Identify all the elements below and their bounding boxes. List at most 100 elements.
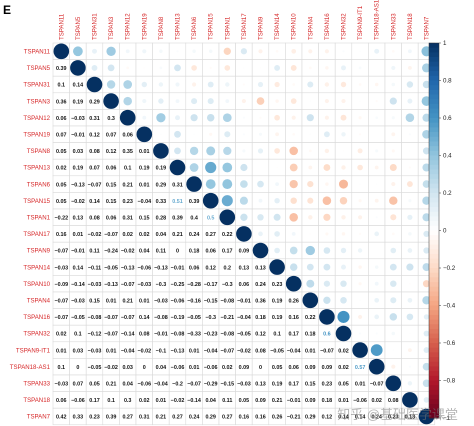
corr-value-TSPAN14-TSPAN8: −0.13 bbox=[154, 265, 168, 271]
corr-circle-TSPAN3-TSPAN18-AS1 bbox=[375, 99, 378, 103]
corr-circle-TSPAN15-TSPAN9 bbox=[258, 198, 263, 203]
corr-circle-TSPAN8-TSPAN8 bbox=[153, 143, 169, 159]
legend-gradient-segment bbox=[429, 399, 439, 405]
corr-circle-TSPAN10-TSPAN33 bbox=[390, 280, 397, 287]
corr-circle-TSPAN15-TSPAN32 bbox=[339, 196, 348, 205]
corr-circle-TSPAN1-TSPAN18 bbox=[407, 214, 413, 220]
corr-circle-TSPAN11-TSPAN32 bbox=[342, 50, 345, 53]
corr-circle-TSPAN31-TSPAN10 bbox=[292, 83, 296, 86]
legend-gradient-segment bbox=[429, 408, 439, 414]
corr-value-TSPAN32-TSPAN10: 0.17 bbox=[288, 332, 299, 338]
corr-value-TSPAN18-TSPAN9: 0.09 bbox=[255, 398, 266, 404]
corr-circle-TSPAN19-TSPAN18-AS1 bbox=[376, 133, 378, 135]
legend-gradient-segment bbox=[429, 343, 439, 349]
corr-circle-TSPAN3-TSPAN16 bbox=[324, 99, 329, 104]
corr-circle-TSPAN13-TSPAN15 bbox=[205, 161, 217, 174]
corr-circle-TSPAN6-TSPAN10 bbox=[289, 179, 298, 189]
corr-value-TSPAN10-TSPAN17: 0.06 bbox=[239, 282, 250, 288]
corr-circle-TSPAN5-TSPAN32 bbox=[341, 65, 346, 71]
corr-circle-TSPAN9-IT1-TSPAN7 bbox=[423, 347, 430, 354]
corr-value-TSPAN18-TSPAN15: 0.04 bbox=[205, 398, 216, 404]
corr-value-TSPAN33-TSPAN32: 0.05 bbox=[338, 382, 349, 388]
corr-value-TSPAN10-TSPAN31: −0.03 bbox=[88, 282, 102, 288]
corr-circle-TSPAN12-TSPAN8 bbox=[156, 113, 166, 123]
corr-circle-TSPAN16-TSPAN18-AS1 bbox=[374, 314, 380, 320]
corr-value-TSPAN7-TSPAN14: 0.26 bbox=[272, 415, 283, 421]
corr-circle-TSPAN10-TSPAN9-IT1 bbox=[358, 282, 362, 286]
corr-circle-TSPAN3-TSPAN18 bbox=[407, 98, 413, 104]
corr-value-TSPAN7-TSPAN16: 0.12 bbox=[322, 415, 333, 421]
corr-value-TSPAN18-TSPAN13: −0.02 bbox=[171, 398, 185, 404]
corr-value-TSPAN18-AS1-TSPAN14: 0.05 bbox=[272, 365, 283, 371]
legend-gradient-segment bbox=[429, 71, 439, 77]
corr-value-TSPAN10-TSPAN9: 0.24 bbox=[255, 282, 266, 288]
corr-value-TSPAN10-TSPAN1: −0.3 bbox=[222, 282, 233, 288]
row-label-TSPAN1: TSPAN1 bbox=[27, 215, 51, 222]
corr-circle-TSPAN19-TSPAN6 bbox=[193, 133, 195, 136]
row-label-TSPAN31: TSPAN31 bbox=[23, 82, 50, 89]
col-label-TSPAN19: TSPAN19 bbox=[141, 13, 148, 40]
corr-circle-TSPAN16-TSPAN18 bbox=[406, 313, 414, 321]
corr-circle-TSPAN32-TSPAN18-AS1 bbox=[375, 332, 378, 335]
corr-circle-TSPAN11-TSPAN1 bbox=[223, 47, 231, 55]
corr-value-TSPAN14-TSPAN15: 0.12 bbox=[205, 265, 216, 271]
col-label-TSPAN31: TSPAN31 bbox=[92, 13, 99, 40]
corr-circle-TSPAN19-TSPAN10 bbox=[292, 132, 296, 136]
legend-gradient-segment bbox=[429, 174, 439, 180]
corr-value-TSPAN33-TSPAN3: 0.21 bbox=[106, 382, 117, 388]
corr-value-TSPAN14-TSPAN6: 0.06 bbox=[189, 265, 200, 271]
corr-value-TSPAN9-IT1-TSPAN19: −0.02 bbox=[137, 348, 151, 354]
corr-value-TSPAN18-TSPAN3: 0.1 bbox=[107, 398, 115, 404]
corr-circle-TSPAN6-TSPAN32 bbox=[339, 179, 348, 189]
corr-value-TSPAN18-TSPAN8: 0.01 bbox=[156, 398, 167, 404]
corr-circle-TSPAN11-TSPAN17 bbox=[240, 48, 248, 55]
corr-value-TSPAN17-TSPAN1: 0.22 bbox=[222, 232, 233, 238]
corr-circle-TSPAN19-TSPAN32 bbox=[341, 132, 346, 137]
corr-value-TSPAN7-TSPAN9: 0.16 bbox=[255, 415, 266, 421]
corr-value-TSPAN18-AS1-TSPAN16: 0.09 bbox=[322, 365, 333, 371]
col-label-TSPAN18: TSPAN18 bbox=[407, 13, 414, 40]
corr-value-TSPAN18-TSPAN1: 0.11 bbox=[222, 398, 232, 404]
corr-value-TSPAN8-TSPAN11: 0.05 bbox=[56, 149, 67, 155]
corr-value-TSPAN18-AS1-TSPAN32: 0.02 bbox=[338, 365, 349, 371]
corr-circle-TSPAN17-TSPAN9-IT1 bbox=[358, 232, 362, 236]
corr-value-TSPAN33-TSPAN9-IT1: 0.01 bbox=[355, 382, 366, 388]
legend-gradient-segment bbox=[429, 328, 439, 335]
corr-circle-TSPAN4-TSPAN7 bbox=[422, 296, 431, 305]
corr-value-TSPAN1-TSPAN5: 0.13 bbox=[73, 216, 84, 222]
corr-circle-TSPAN8-TSPAN14 bbox=[274, 148, 280, 154]
corr-value-TSPAN1-TSPAN8: 0.28 bbox=[156, 216, 167, 222]
corr-value-TSPAN19-TSPAN11: 0.07 bbox=[56, 133, 67, 139]
corr-value-TSPAN19-TSPAN12: 0.06 bbox=[122, 133, 133, 139]
corr-circle-TSPAN11-TSPAN9-IT1 bbox=[359, 50, 361, 53]
corr-value-TSPAN16-TSPAN11: −0.07 bbox=[54, 315, 68, 321]
col-label-TSPAN14: TSPAN14 bbox=[274, 13, 281, 40]
corr-value-TSPAN9-TSPAN3: −0.24 bbox=[104, 249, 118, 255]
legend-gradient-segment bbox=[429, 244, 439, 250]
corr-circle-TSPAN19-TSPAN18 bbox=[408, 133, 412, 136]
corr-value-TSPAN10-TSPAN8: −0.3 bbox=[156, 282, 167, 288]
corr-circle-TSPAN5-TSPAN7 bbox=[422, 63, 431, 73]
corr-circle-TSPAN8-TSPAN4 bbox=[308, 149, 312, 153]
corr-circle-TSPAN13-TSPAN18-AS1 bbox=[374, 165, 379, 170]
corr-value-TSPAN15-TSPAN11: 0.05 bbox=[56, 199, 67, 205]
legend-gradient-segment bbox=[429, 89, 439, 95]
corr-circle-TSPAN10-TSPAN16 bbox=[323, 280, 331, 287]
corr-circle-TSPAN5-TSPAN16 bbox=[325, 66, 329, 70]
corr-circle-TSPAN14-TSPAN7 bbox=[422, 263, 431, 272]
legend-gradient-segment bbox=[429, 155, 439, 161]
corr-circle-TSPAN13-TSPAN4 bbox=[308, 165, 313, 170]
corr-value-TSPAN32-TSPAN13: −0.08 bbox=[171, 332, 185, 338]
corr-circle-TSPAN1-TSPAN18-AS1 bbox=[375, 216, 378, 219]
col-label-TSPAN1: TSPAN1 bbox=[224, 16, 231, 40]
corr-value-TSPAN7-TSPAN5: 0.33 bbox=[73, 415, 84, 421]
corr-value-TSPAN16-TSPAN14: 0.19 bbox=[272, 315, 283, 321]
corr-circle-TSPAN3-TSPAN8 bbox=[158, 98, 164, 104]
legend-gradient-segment bbox=[429, 75, 439, 81]
corr-value-TSPAN33-TSPAN5: 0.07 bbox=[73, 382, 84, 388]
legend-gradient-segment bbox=[429, 338, 439, 344]
corr-value-TSPAN9-IT1-TSPAN12: −0.04 bbox=[121, 348, 135, 354]
corr-value-TSPAN33-TSPAN19: −0.06 bbox=[137, 382, 151, 388]
corr-circle-TSPAN15-TSPAN15 bbox=[202, 192, 219, 209]
